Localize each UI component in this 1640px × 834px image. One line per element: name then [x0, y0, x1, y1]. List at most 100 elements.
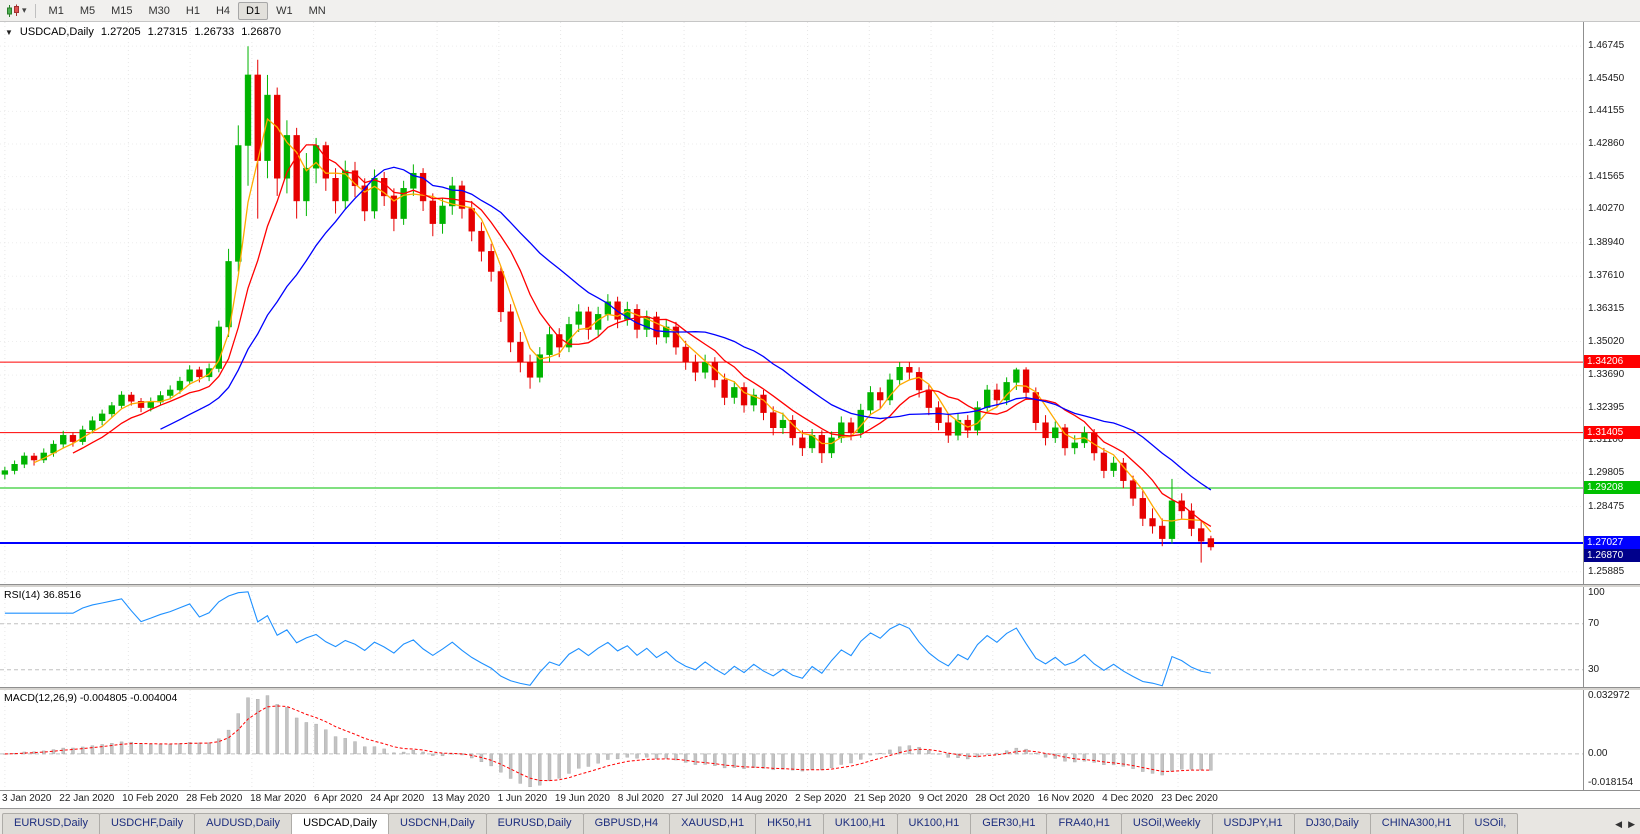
price-axis-label: 1.32395	[1588, 401, 1625, 413]
symbol-tab[interactable]: XAUUSD,H1	[669, 813, 757, 834]
symbol-tab[interactable]: EURUSD,Daily	[485, 813, 584, 834]
macd-chart[interactable]	[0, 690, 1583, 790]
symbol-tab[interactable]: FRA40,H1	[1046, 813, 1122, 834]
symbol-tab[interactable]: CHINA300,H1	[1369, 813, 1464, 834]
level-price-box: 1.31405	[1584, 425, 1640, 439]
chart-tab-bar: EURUSD,Daily USDCHF,Daily AUDUSD,Daily U…	[0, 808, 1640, 834]
symbol-tab[interactable]: GER30,H1	[970, 813, 1048, 834]
symbol-tab[interactable]: USOil,Weekly	[1120, 813, 1213, 834]
price-axis-label: 1.36315	[1588, 302, 1625, 314]
tab-scroll-left-icon[interactable]: ◀	[1615, 819, 1623, 829]
timeframe-button-m1[interactable]: M1	[41, 2, 72, 20]
rsi-pane[interactable]: RSI(14) 36.8516 100 70 30	[0, 587, 1640, 687]
symbol-tab[interactable]: USOil,	[1462, 813, 1519, 834]
chart-toolbar: ▾ M1 M5 M15 M30 H1 H4 D1 W1 MN	[0, 0, 1640, 22]
timeframe-button-d1[interactable]: D1	[238, 1, 269, 20]
symbol-tab[interactable]: USDCHF,Daily	[98, 813, 196, 834]
price-axis-label: 1.25885	[1588, 565, 1625, 577]
date-label: 10 Feb 2020	[122, 793, 179, 804]
ohlc-low: 1.26733	[194, 26, 235, 38]
price-axis-label: 1.42860	[1588, 137, 1625, 149]
timeframe-button-m5[interactable]: M5	[72, 2, 103, 20]
symbol-tab[interactable]: USDCNH,Daily	[388, 813, 487, 834]
price-axis-label: 1.45450	[1588, 72, 1625, 84]
date-label: 27 Jul 2020	[671, 793, 724, 804]
timeframe-button-mn[interactable]: MN	[301, 2, 334, 20]
date-label: 9 Oct 2020	[918, 793, 968, 804]
chart-title: ▼ USDCAD,Daily 1.27205 1.27315 1.26733 1…	[5, 26, 281, 38]
ohlc-high: 1.27315	[147, 26, 188, 38]
level-price-box: 1.34206	[1584, 355, 1640, 369]
level-price-box: 1.27027	[1584, 535, 1640, 549]
symbol-tab[interactable]: UK100,H1	[822, 813, 898, 834]
level-price-box: 1.29208	[1584, 481, 1640, 495]
symbol-tab[interactable]: HK50,H1	[755, 813, 824, 834]
symbol-tab-active[interactable]: USDCAD,Daily	[291, 813, 390, 834]
timeframe-button-m30[interactable]: M30	[141, 2, 178, 20]
price-axis-label: 1.38940	[1588, 236, 1625, 248]
symbol-tab[interactable]: EURUSD,Daily	[2, 813, 100, 834]
timeframe-button-w1[interactable]: W1	[268, 2, 301, 20]
rsi-axis-label-30: 30	[1588, 664, 1600, 675]
rsi-chart[interactable]	[0, 587, 1583, 687]
date-label: 24 Apr 2020	[370, 793, 425, 804]
candlestick-chart-icon[interactable]	[4, 3, 22, 19]
macd-axis-label-min: -0.018154	[1588, 777, 1634, 788]
date-label: 1 Jun 2020	[497, 793, 548, 804]
price-axis-label: 1.28475	[1588, 500, 1625, 512]
date-label: 2 Sep 2020	[795, 793, 847, 804]
date-label: 13 May 2020	[431, 793, 490, 804]
date-label: 28 Oct 2020	[975, 793, 1030, 804]
tab-scroll-right-icon[interactable]: ▶	[1628, 819, 1635, 829]
macd-label: MACD(12,26,9) -0.004805 -0.004004	[4, 692, 178, 704]
date-label: 6 Apr 2020	[314, 793, 363, 804]
date-labels: 3 Jan 2020 22 Jan 2020 10 Feb 2020 28 Fe…	[2, 793, 1218, 804]
date-axis: 3 Jan 2020 22 Jan 2020 10 Feb 2020 28 Fe…	[0, 790, 1640, 808]
date-label: 16 Nov 2020	[1037, 793, 1095, 804]
symbol-tab[interactable]: DJ30,Daily	[1293, 813, 1371, 834]
price-axis-label: 1.33690	[1588, 369, 1625, 381]
date-label: 19 Jun 2020	[554, 793, 610, 804]
chart-type-dropdown-caret[interactable]: ▾	[22, 5, 27, 15]
date-label: 8 Jul 2020	[617, 793, 664, 804]
symbol-tab[interactable]: UK100,H1	[896, 813, 972, 834]
tab-scroll-arrows: ◀ ▶	[1610, 819, 1640, 834]
macd-axis-label-max: 0.032972	[1588, 690, 1630, 701]
pane-splitter[interactable]	[0, 687, 1640, 690]
price-axis-label: 1.31100	[1588, 434, 1624, 446]
date-label: 28 Feb 2020	[186, 793, 243, 804]
date-label: 14 Aug 2020	[731, 793, 788, 804]
rsi-label: RSI(14) 36.8516	[4, 589, 82, 601]
macd-axis: 0.032972 0.00 -0.018154	[1583, 690, 1640, 790]
price-axis-label: 1.37610	[1588, 270, 1625, 282]
symbol-tab[interactable]: USDJPY,H1	[1211, 813, 1295, 834]
pane-splitter[interactable]	[0, 584, 1640, 587]
ohlc-open: 1.27205	[100, 26, 141, 38]
price-axis-label: 1.44155	[1588, 105, 1625, 117]
candlestick-chart[interactable]	[0, 22, 1583, 584]
timeframe-button-h1[interactable]: H1	[178, 2, 208, 20]
date-label: 23 Dec 2020	[1161, 793, 1218, 804]
date-label: 4 Dec 2020	[1102, 793, 1154, 804]
collapse-triangle-icon[interactable]: ▼	[5, 27, 13, 37]
chart-area: ▼ USDCAD,Daily 1.27205 1.27315 1.26733 1…	[0, 22, 1640, 808]
timeframe-button-m15[interactable]: M15	[103, 2, 140, 20]
price-axis-label: 1.40270	[1588, 203, 1625, 215]
symbol-tab[interactable]: GBPUSD,H4	[582, 813, 671, 834]
chart-tabs: EURUSD,Daily USDCHF,Daily AUDUSD,Daily U…	[2, 813, 1610, 834]
symbol-tab[interactable]: AUDUSD,Daily	[194, 813, 293, 834]
date-label: 21 Sep 2020	[854, 793, 911, 804]
macd-axis-label-zero: 0.00	[1588, 748, 1608, 759]
rsi-axis-label-100: 100	[1588, 587, 1605, 598]
ohlc-close: 1.26870	[241, 26, 281, 38]
macd-pane[interactable]: MACD(12,26,9) -0.004805 -0.004004 0.0329…	[0, 690, 1640, 790]
timeframe-button-h4[interactable]: H4	[208, 2, 238, 20]
price-pane[interactable]: ▼ USDCAD,Daily 1.27205 1.27315 1.26733 1…	[0, 22, 1640, 584]
price-axis[interactable]: 1.46745 1.45450 1.44155 1.42860 1.41565 1.402…	[1583, 22, 1640, 584]
chart-symbol-period: USDCAD,Daily	[19, 26, 94, 38]
price-axis-label: 1.35020	[1588, 335, 1625, 347]
price-axis-label: 1.29805	[1588, 466, 1625, 478]
price-axis-label: 1.46745	[1588, 40, 1625, 52]
toolbar-separator	[34, 3, 36, 18]
